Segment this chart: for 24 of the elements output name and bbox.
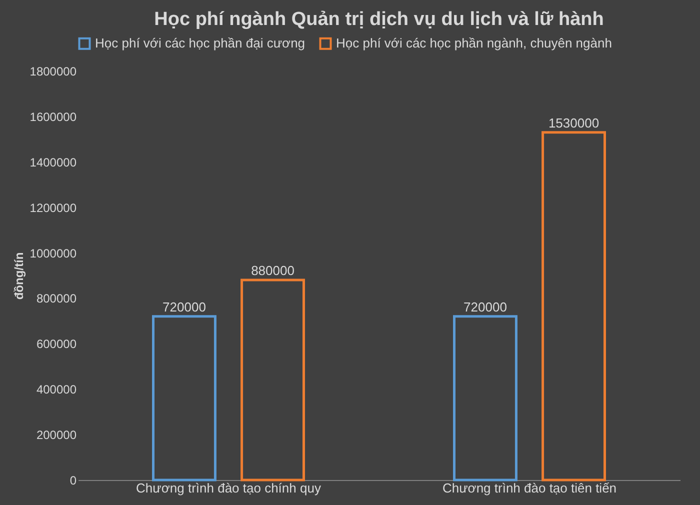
bar [240,278,305,482]
y-tick-label: 0 [70,474,77,488]
y-tick-label: 1600000 [30,110,77,124]
y-tick-label: 800000 [36,292,77,306]
legend-label: Học phí với các học phần ngành, chuyên ngành [336,36,612,51]
y-tick-label: 1400000 [30,155,77,170]
legend-label: Học phí với các học phần đại cương [95,36,306,51]
x-tick-label: Chương trình đào tạo chính quy [136,480,322,496]
y-tick-label: 600000 [36,337,77,352]
chart-title: Học phí ngành Quản trị dịch vụ du lịch và lữ hành [154,9,604,30]
bar [152,315,216,482]
data-label: 720000 [162,299,206,314]
data-label: 1530000 [548,115,600,130]
data-label: 880000 [251,263,294,278]
bar [453,315,518,482]
y-tick-label: 200000 [36,428,77,442]
data-label: 720000 [464,299,507,314]
bar [542,131,606,482]
y-tick-label: 400000 [36,382,77,397]
y-tick-label: 1200000 [30,200,77,215]
y-axis-title: đồng/tín [12,252,26,300]
x-tick-label: Chương trình đào tạo tiên tiến [442,480,617,496]
y-tick-label: 1800000 [30,64,77,78]
y-tick-label: 1000000 [30,246,77,260]
